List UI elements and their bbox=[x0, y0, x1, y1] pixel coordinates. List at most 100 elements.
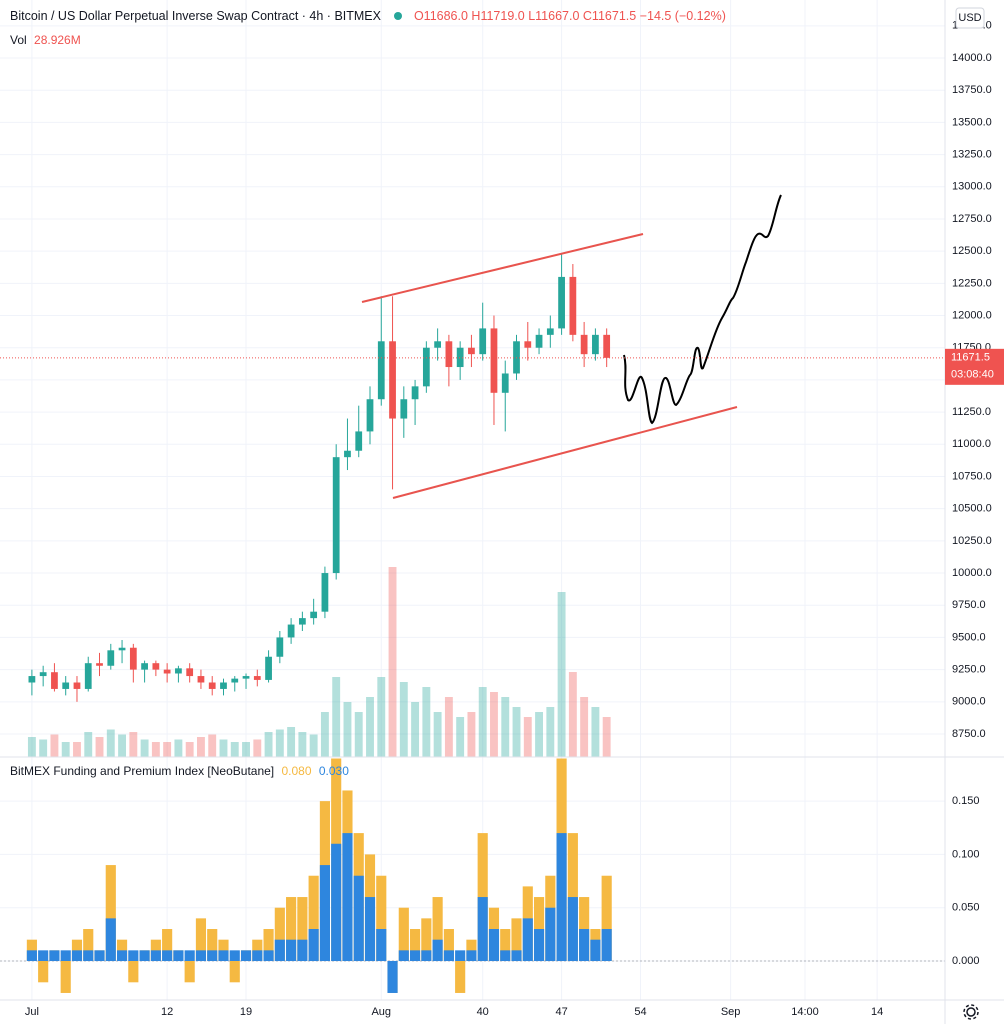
candle-body bbox=[479, 328, 487, 355]
indicator-bar bbox=[94, 950, 105, 961]
candle-body bbox=[603, 334, 611, 358]
candle-body bbox=[456, 347, 464, 368]
volume-bar bbox=[535, 712, 543, 757]
ohlc-close: C11671.5 bbox=[582, 9, 637, 23]
volume-bar bbox=[456, 717, 465, 757]
volume-last: 28.926M bbox=[34, 33, 81, 47]
y-tick-label: 10250.0 bbox=[952, 535, 992, 547]
volume-bar bbox=[388, 567, 397, 757]
indicator-bar bbox=[308, 875, 319, 961]
indicator-bar bbox=[410, 929, 421, 961]
candle-body bbox=[197, 676, 205, 683]
indicator-bar bbox=[308, 929, 319, 961]
indicator-bar bbox=[353, 875, 364, 961]
volume-bar bbox=[377, 677, 386, 757]
indicator-bar bbox=[398, 950, 409, 961]
volume-bar bbox=[242, 742, 250, 757]
candle-body bbox=[51, 672, 58, 689]
indicator-bar bbox=[139, 950, 150, 961]
indicator-bar bbox=[105, 918, 116, 961]
indicator-bar bbox=[432, 939, 443, 961]
indicator-bar bbox=[533, 929, 545, 961]
candle-body bbox=[129, 647, 137, 670]
candle-body bbox=[276, 637, 284, 657]
indicator-value: 0.030 bbox=[318, 764, 349, 778]
indicator-bar bbox=[60, 950, 71, 961]
volume-bar bbox=[185, 742, 194, 757]
y-tick-label: 14000.0 bbox=[952, 52, 992, 64]
settings-icon[interactable] bbox=[963, 1004, 979, 1020]
indicator-bar bbox=[150, 950, 161, 961]
y-tick-label: 13500.0 bbox=[952, 116, 992, 128]
indicator-bar bbox=[195, 950, 207, 961]
indicator-bar bbox=[252, 950, 263, 961]
indicator-bar bbox=[522, 918, 533, 961]
volume-bar bbox=[309, 734, 318, 757]
indicator-bar bbox=[60, 960, 71, 993]
volume-bar bbox=[557, 592, 566, 757]
candle-body bbox=[400, 399, 408, 419]
candle-body bbox=[422, 347, 430, 387]
indicator-bar bbox=[162, 950, 173, 961]
candle-body bbox=[39, 672, 47, 677]
indicator-bar bbox=[49, 950, 60, 961]
x-tick-label: 14:00 bbox=[791, 1006, 819, 1018]
candle-body bbox=[366, 399, 374, 432]
volume-bar bbox=[490, 692, 498, 757]
candle-body bbox=[107, 650, 115, 666]
candle-body bbox=[332, 457, 340, 574]
indicator-bar bbox=[477, 897, 488, 961]
volume-bar bbox=[580, 697, 589, 757]
volume-bar bbox=[129, 732, 138, 757]
indicator-bar bbox=[105, 865, 116, 961]
x-tick-label: Jul bbox=[25, 1006, 39, 1018]
candle-body bbox=[141, 663, 148, 670]
volume-legend: Vol 28.926M bbox=[10, 33, 81, 47]
y-tick-label: 12000.0 bbox=[952, 309, 992, 321]
volume-bar bbox=[287, 727, 296, 757]
symbol-title: Bitcoin / US Dollar Perpetual Inverse Sw… bbox=[10, 9, 381, 23]
indicator-legend: BitMEX Funding and Premium Index [NeoBut… bbox=[10, 764, 349, 778]
volume-bar bbox=[568, 672, 577, 757]
volume-bar bbox=[95, 737, 104, 757]
indicator-bar bbox=[297, 939, 308, 961]
indicator-bar bbox=[26, 950, 37, 961]
indicator-bar bbox=[500, 950, 511, 961]
ohlc-low: L11667.0 bbox=[528, 9, 580, 23]
indicator-bar bbox=[83, 950, 94, 961]
indicator-bar bbox=[173, 950, 184, 961]
indicator-bar bbox=[286, 897, 297, 961]
candle-body bbox=[546, 328, 554, 335]
indicator-bar bbox=[376, 929, 387, 961]
indicator-bar bbox=[218, 950, 229, 961]
indicator-bar bbox=[286, 939, 297, 961]
candle-body bbox=[592, 334, 599, 355]
indicator-title: BitMEX Funding and Premium Index [NeoBut… bbox=[10, 764, 275, 778]
y-tick-label: 0.050 bbox=[952, 902, 980, 914]
candle-body bbox=[310, 611, 318, 619]
volume-bar bbox=[546, 707, 555, 757]
channel-top bbox=[361, 233, 644, 303]
indicator-bar bbox=[421, 918, 432, 961]
volume-bar bbox=[433, 712, 442, 757]
ohlc-high: H11719.0 bbox=[471, 9, 525, 23]
x-tick-label: 12 bbox=[161, 1006, 173, 1018]
y-tick-label: 10000.0 bbox=[952, 567, 992, 579]
indicator-bar bbox=[162, 929, 173, 961]
currency-label: USD bbox=[958, 12, 981, 24]
indicator-bar bbox=[601, 875, 612, 961]
candle-body bbox=[569, 276, 577, 335]
x-tick-label: 14 bbox=[871, 1006, 883, 1018]
currency-button[interactable] bbox=[955, 7, 985, 29]
indicator-bar bbox=[601, 929, 612, 961]
candle-body bbox=[321, 573, 329, 612]
volume-bar bbox=[264, 732, 273, 757]
indicator-bar bbox=[331, 843, 342, 961]
candle-body bbox=[445, 341, 453, 368]
volume-bar bbox=[151, 742, 160, 757]
y-tick-label: 13000.0 bbox=[952, 181, 992, 193]
forecast-drawing bbox=[623, 194, 782, 425]
volume-bar bbox=[174, 739, 183, 757]
ohlc-change: −14.5 (−0.12%) bbox=[639, 9, 726, 23]
indicator-bar bbox=[229, 960, 240, 983]
